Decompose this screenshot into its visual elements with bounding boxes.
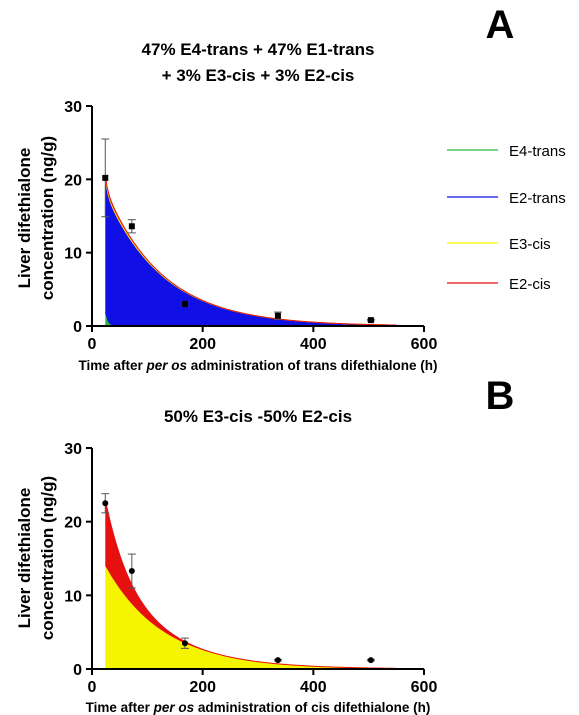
legend-label: E2-trans: [509, 190, 566, 207]
y-axis-label: Liver difethialone: [15, 148, 34, 289]
data-point: [181, 301, 188, 307]
area-e2-trans: [105, 180, 397, 326]
x-tick-label: 200: [189, 336, 216, 353]
y-tick-label: 0: [73, 662, 82, 679]
x-tick-label: 400: [300, 679, 327, 696]
chart-title: 50% E3-cis -50% E2-cis: [164, 407, 352, 426]
legend-label: E2-cis: [509, 276, 551, 293]
x-axis-label: Time after per os administration of cis …: [86, 700, 431, 715]
line-e2-cis: [104, 175, 397, 326]
y-tick-label: 10: [64, 588, 82, 605]
y-tick-label: 20: [64, 515, 82, 532]
legend: E4-trans E2-trans E3-cis E2-cis: [447, 143, 566, 293]
x-axis-label-part: administration of trans difethialone (h): [187, 358, 438, 373]
panel-a: A 47% E4-trans + 47% E1-trans + 3% E3-cis …: [15, 3, 514, 373]
legend-label: E4-trans: [509, 143, 566, 160]
legend-label: E3-cis: [509, 236, 551, 253]
data-point: [102, 174, 109, 181]
x-axis-label-part: Time after: [78, 358, 146, 373]
x-axis-label-part: per os: [146, 358, 188, 373]
data-point: [274, 657, 281, 664]
x-axis-label-part: Time after: [86, 700, 154, 715]
data-point: [128, 568, 135, 575]
panel-letter: A: [486, 3, 515, 47]
panel-letter: B: [486, 374, 515, 418]
y-tick-label: 10: [64, 246, 82, 263]
data-point: [367, 317, 374, 324]
x-axis-label-part: administration of cis difethialone (h): [194, 700, 430, 715]
x-tick-label: 400: [300, 336, 327, 353]
data-point: [128, 223, 135, 230]
y-tick-label: 20: [64, 172, 82, 189]
y-axis-label: Liver difethialone: [15, 488, 34, 629]
data-point: [181, 640, 188, 647]
x-tick-label: 600: [411, 336, 438, 353]
area-e3-cis: [105, 565, 397, 669]
y-tick-label: 30: [64, 441, 82, 458]
line-e2-cis: [104, 499, 397, 669]
y-tick-label: 30: [64, 99, 82, 116]
x-tick-label: 600: [411, 679, 438, 696]
x-tick-label: 0: [88, 679, 97, 696]
chart-title: + 3% E3-cis + 3% E2-cis: [162, 66, 355, 85]
data-point: [102, 500, 109, 507]
data-point: [367, 657, 374, 664]
data-point: [274, 312, 281, 319]
y-axis-label: concentration (ng/g): [38, 136, 57, 300]
chart-title: 47% E4-trans + 47% E1-trans: [142, 40, 375, 59]
x-axis-label: Time after per os administration of tran…: [78, 358, 437, 373]
x-tick-label: 0: [88, 336, 97, 353]
y-axis-label: concentration (ng/g): [38, 476, 57, 640]
x-tick-label: 200: [189, 679, 216, 696]
y-tick-label: 0: [73, 319, 82, 336]
x-axis-label-part: per os: [153, 700, 195, 715]
panel-b: B 50% E3-cis -50% E2-cis 0 10 20 30 0 200 400 600…: [15, 374, 514, 715]
